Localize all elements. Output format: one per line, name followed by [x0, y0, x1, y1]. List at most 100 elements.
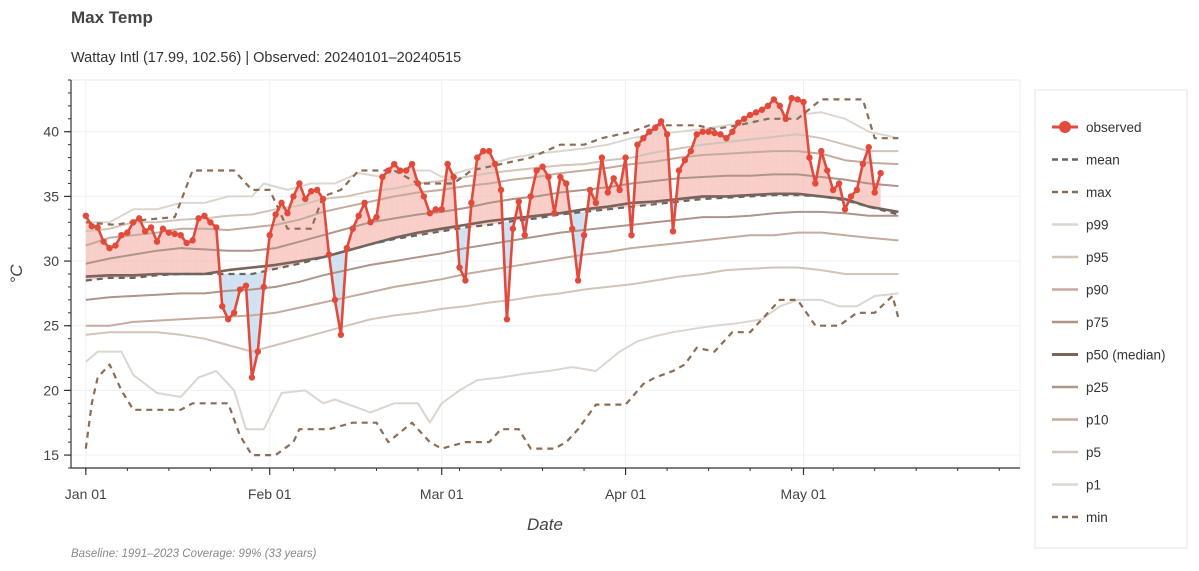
anomaly-fill-above — [750, 112, 757, 197]
series-line-p75 — [85, 173, 899, 265]
legend-label-p75: p75 — [1086, 315, 1109, 330]
anomaly-fill-above — [791, 98, 798, 196]
anomaly-fill-above — [269, 214, 276, 271]
observed-point — [616, 186, 623, 194]
x-tick-label: Feb 01 — [248, 486, 292, 502]
observed-point — [308, 188, 315, 195]
legend-label-p25: p25 — [1086, 380, 1109, 395]
x-axis-title: Date — [527, 515, 563, 534]
observed-point — [877, 169, 884, 177]
observed-point — [539, 163, 546, 170]
anomaly-fill-above — [275, 202, 282, 269]
anomaly-fill-above — [317, 189, 324, 259]
observed-point — [367, 219, 374, 226]
y-tick-label: 25 — [43, 318, 59, 334]
anomaly-fill-above — [489, 151, 496, 225]
observed-point — [391, 160, 398, 168]
legend-label-mean: mean — [1086, 153, 1120, 168]
observed-point — [136, 215, 143, 222]
observed-point — [800, 98, 807, 106]
observed-point — [574, 277, 582, 284]
x-tick-label: Mar 01 — [420, 486, 464, 502]
observed-point — [248, 374, 256, 381]
x-tick-label: May 01 — [781, 486, 827, 502]
observed-point — [260, 283, 267, 291]
legend-item-min: min — [1052, 510, 1108, 525]
observed-point — [100, 238, 107, 245]
observed-point — [693, 131, 700, 138]
legend-label-p10: p10 — [1086, 413, 1109, 428]
observed-point — [361, 199, 368, 207]
observed-point — [557, 173, 564, 181]
legend-label-p90: p90 — [1086, 283, 1109, 298]
observed-point — [812, 180, 819, 187]
observed-point — [82, 212, 90, 219]
observed-point — [290, 193, 297, 200]
observed-point — [604, 189, 611, 196]
observed-point — [141, 228, 149, 235]
observed-point — [242, 282, 250, 289]
observed-point — [568, 225, 576, 232]
anomaly-fill-above — [435, 209, 442, 233]
observed-point — [331, 296, 339, 304]
observed-point — [272, 211, 279, 218]
series-line-p5 — [85, 266, 899, 353]
observed-point — [343, 244, 351, 252]
x-tick-label: Jan 01 — [65, 486, 107, 502]
legend-item-p25: p25 — [1052, 380, 1109, 395]
observed-point — [835, 180, 843, 187]
observed-point — [687, 147, 695, 155]
anomaly-fill-above — [305, 191, 312, 263]
anomaly-fill-above — [661, 121, 668, 204]
observed-point — [337, 331, 345, 338]
anomaly-fill-above — [352, 215, 359, 250]
observed-point — [266, 232, 273, 239]
anomaly-fill-above — [702, 131, 709, 199]
anomaly-fill-above — [168, 232, 175, 275]
observed-point — [414, 180, 422, 187]
legend-label-p1: p1 — [1086, 478, 1101, 493]
observed-point — [408, 160, 416, 168]
observed-point — [491, 160, 499, 168]
observed-point — [313, 186, 321, 194]
legend-label-max: max — [1086, 185, 1112, 200]
observed-point — [853, 186, 861, 194]
observed-point — [829, 186, 837, 194]
legend-label-p99: p99 — [1086, 218, 1109, 233]
observed-point — [533, 167, 540, 174]
chart-title: Max Temp — [71, 8, 153, 27]
observed-point — [444, 160, 451, 168]
observed-point — [770, 96, 778, 103]
observed-point — [450, 173, 457, 181]
observed-point — [628, 232, 635, 239]
observed-point — [385, 167, 392, 174]
observed-point — [592, 199, 600, 207]
anomaly-fill-above — [536, 166, 543, 219]
anomaly-fill-above — [210, 222, 217, 274]
observed-point — [640, 135, 647, 142]
anomaly-fill-above — [293, 183, 300, 265]
anomaly-fill-above — [767, 99, 774, 196]
observed-layer — [82, 94, 884, 381]
legend-item-p1: p1 — [1052, 478, 1101, 493]
anomaly-fill-above — [720, 134, 727, 199]
legend-item-p10: p10 — [1052, 413, 1109, 428]
legend-label-min: min — [1086, 510, 1108, 525]
series-line-p95 — [85, 133, 899, 233]
observed-point — [124, 229, 131, 236]
observed-point — [402, 167, 410, 174]
observed-point — [373, 213, 380, 221]
anomaly-fill-above — [477, 151, 484, 227]
observed-point — [729, 128, 736, 135]
observed-point — [503, 316, 511, 323]
legend-item-p90: p90 — [1052, 283, 1109, 298]
legend-label-p5: p5 — [1086, 445, 1101, 460]
observed-point — [717, 131, 724, 138]
observed-point — [88, 222, 95, 230]
observed-point — [806, 154, 813, 161]
observed-point — [468, 199, 475, 207]
anomaly-fill-above — [714, 133, 721, 199]
anomaly-fill-above — [133, 218, 140, 278]
anomaly-fill-above — [684, 151, 691, 201]
